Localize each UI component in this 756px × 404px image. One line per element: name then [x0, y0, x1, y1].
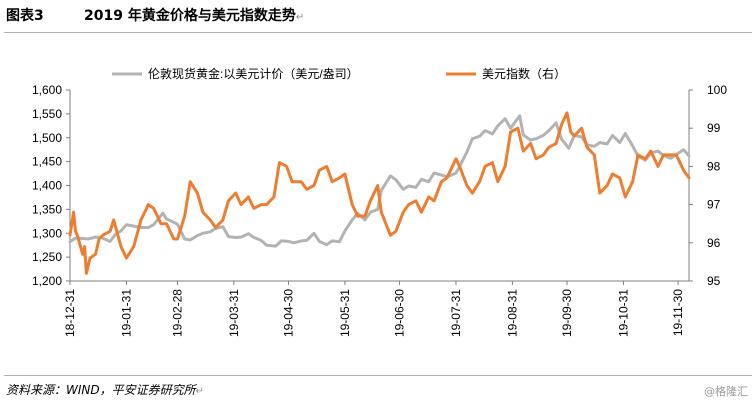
source-text: 资料来源：WIND，平安证券研究所: [6, 383, 196, 397]
y-left-tick-label: 1,200: [32, 274, 62, 288]
x-tick-label: 19-05-31: [338, 289, 352, 337]
y-right-tick-label: 100: [707, 83, 727, 97]
figure-title: 2019 年黄金价格与美元指数走势↵: [84, 5, 304, 25]
top-divider: [4, 32, 752, 33]
y-left-tick-label: 1,300: [32, 226, 62, 240]
y-left-tick-label: 1,250: [32, 250, 62, 264]
y-left-tick-label: 1,600: [32, 83, 62, 97]
x-tick-label: 19-10-31: [616, 289, 630, 337]
x-tick-label: 19-02-28: [170, 289, 184, 337]
y-right-tick-label: 97: [707, 198, 721, 212]
figure-header: 图表3 2019 年黄金价格与美元指数走势↵: [0, 0, 756, 30]
source-paragraph-mark: ↵: [195, 386, 205, 397]
x-tick-label: 18-12-31: [63, 289, 77, 337]
gold-price-line: [68, 114, 691, 248]
legend-label-dollar: 美元指数（右）: [482, 66, 566, 81]
y-right-tick-label: 98: [707, 159, 721, 173]
y-left-tick-label: 1,400: [32, 179, 62, 193]
y-left-tick-label: 1,550: [32, 107, 62, 121]
x-tick-label: 19-09-30: [560, 289, 574, 337]
y-left-tick-label: 1,500: [32, 131, 62, 145]
y-left-tick-label: 1,450: [32, 155, 62, 169]
x-tick-label: 19-03-31: [227, 289, 241, 337]
x-tick-label: 19-08-31: [505, 289, 519, 337]
dollar-index-line: [68, 111, 691, 275]
x-tick-label: 19-07-31: [449, 289, 463, 337]
figure-title-text: 2019 年黄金价格与美元指数走势: [84, 8, 296, 24]
x-tick-label: 19-01-31: [119, 289, 133, 337]
source-note: 资料来源：WIND，平安证券研究所↵: [6, 381, 204, 398]
y-right-tick-label: 96: [707, 236, 721, 250]
line-chart: 1,200 1,250 1,300 1,350 1,400 1,450 1,500 1,550…: [32, 66, 727, 337]
x-tick-label: 19-06-30: [393, 289, 407, 337]
y-right-tick-label: 99: [707, 121, 721, 135]
legend-label-gold: 伦敦现货黄金:以美元计价（美元/盎司）: [148, 66, 359, 81]
y-left-tick-label: 1,350: [32, 202, 62, 216]
paragraph-mark: ↵: [295, 12, 305, 23]
x-tick-label: 19-11-30: [671, 289, 685, 336]
x-tick-label: 19-04-30: [281, 289, 295, 337]
figure-number: 图表3: [6, 8, 44, 24]
y-right-tick-label: 95: [707, 274, 721, 288]
bottom-divider: [4, 375, 752, 376]
watermark-text: @格隆汇: [704, 385, 748, 398]
